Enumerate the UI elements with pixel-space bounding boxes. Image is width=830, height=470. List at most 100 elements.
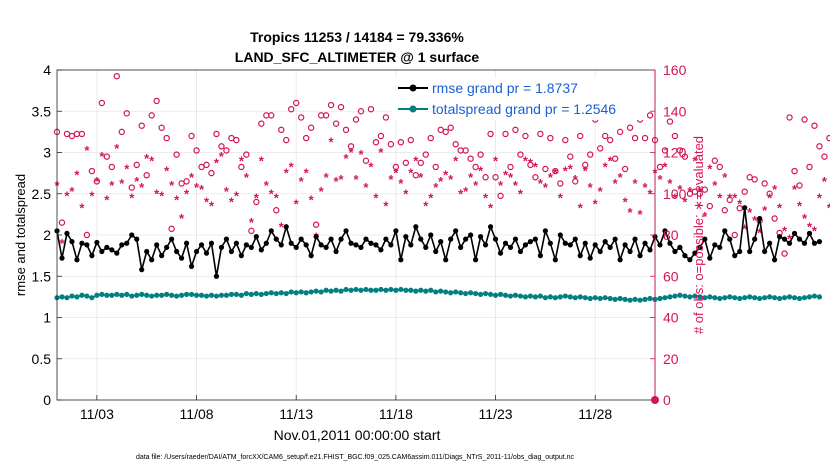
obs-evaluated-point: * xyxy=(483,190,489,205)
obs-possible-point xyxy=(417,159,424,167)
obs-evaluated-point: * xyxy=(149,153,155,168)
totalspread-point xyxy=(627,297,633,303)
rmse-point xyxy=(732,253,738,259)
obs-evaluated-point: * xyxy=(672,190,678,205)
totalspread-point xyxy=(213,293,220,299)
rmse-point xyxy=(268,228,274,234)
rmse-point xyxy=(577,253,583,259)
obs-possible-point xyxy=(791,167,798,175)
obs-evaluated-point: * xyxy=(214,155,220,170)
obs-evaluated-point: * xyxy=(284,166,290,181)
obs-possible-point xyxy=(656,163,664,171)
totalspread-point xyxy=(582,295,588,301)
totalspread-point xyxy=(428,287,434,293)
rmse-point xyxy=(363,236,369,242)
totalspread-point xyxy=(438,288,444,294)
totalspread-point xyxy=(453,289,459,295)
totalspread-point xyxy=(178,292,185,298)
obs-possible-point xyxy=(801,116,808,123)
obs-evaluated-point: * xyxy=(194,180,200,195)
rmse-point xyxy=(358,244,364,250)
totalspread-point xyxy=(154,292,160,298)
obs-evaluated-point: * xyxy=(428,190,434,205)
obs-evaluated-point: * xyxy=(657,172,663,187)
obs-possible-point xyxy=(562,136,569,144)
obs-evaluated-point: * xyxy=(792,182,798,197)
totalspread-point xyxy=(497,291,504,297)
rmse-point xyxy=(707,255,713,261)
totalspread-point xyxy=(757,295,763,302)
obs-possible-point xyxy=(761,180,768,187)
obs-evaluated-point: * xyxy=(358,147,364,162)
obs-possible-point xyxy=(367,105,375,113)
obs-evaluated-point: * xyxy=(254,190,260,205)
obs-possible-point xyxy=(387,141,395,148)
obs-possible-point xyxy=(213,130,220,138)
obs-possible-point xyxy=(771,215,778,222)
totalspread-point xyxy=(393,287,399,293)
obs-evaluated-point: * xyxy=(94,174,100,189)
rmse-point xyxy=(637,253,643,259)
obs-evaluated-point: * xyxy=(309,192,315,207)
y-right-tick-label: 0 xyxy=(663,392,671,408)
obs-evaluated-point: * xyxy=(583,164,589,179)
obs-possible-point xyxy=(432,163,439,171)
totalspread-point xyxy=(353,286,359,293)
obs-possible-point xyxy=(268,112,275,119)
rmse-point xyxy=(248,244,254,250)
obs-evaluated-point: * xyxy=(677,182,683,197)
obs-evaluated-point: * xyxy=(269,186,275,201)
obs-possible-point xyxy=(278,126,285,134)
rmse-point xyxy=(104,244,110,250)
rmse-point xyxy=(572,236,578,242)
obs-evaluated-point: * xyxy=(174,192,180,207)
rmse-point xyxy=(423,244,429,250)
totalspread-point xyxy=(647,295,653,302)
obs-possible-point xyxy=(522,132,529,140)
obs-possible-point xyxy=(133,161,140,169)
obs-possible-point xyxy=(666,118,674,125)
totalspread-point xyxy=(164,291,170,297)
totalspread-point xyxy=(198,292,205,298)
totalspread-point xyxy=(811,293,818,299)
y-right-tick-label: 20 xyxy=(663,351,679,367)
obs-possible-point xyxy=(103,153,111,160)
obs-evaluated-point: * xyxy=(289,159,295,174)
totalspread-point xyxy=(149,293,155,299)
obs-possible-point xyxy=(472,163,479,171)
totalspread-point xyxy=(308,289,314,295)
totalspread-point xyxy=(114,291,120,297)
obs-possible-point xyxy=(223,147,230,154)
obs-possible-point xyxy=(766,190,773,197)
obs-possible-point xyxy=(148,112,155,119)
obs-evaluated-point: * xyxy=(538,176,544,191)
obs-possible-point xyxy=(288,105,295,113)
obs-evaluated-point: * xyxy=(209,199,215,214)
rmse-point xyxy=(119,242,125,248)
legend-rmse-label: rmse grand pr = 1.8737 xyxy=(432,80,578,96)
footer-data-file: data file: /Users/raeder/DAI/ATM_forcXX/… xyxy=(136,454,575,461)
y-left-tick-label: 1 xyxy=(43,310,51,326)
rmse-point xyxy=(801,240,808,246)
totalspread-point xyxy=(577,294,583,300)
rmse-point xyxy=(667,240,673,246)
rmse-point xyxy=(776,234,783,240)
totalspread-point xyxy=(522,294,529,300)
rmse-point xyxy=(378,247,384,253)
totalspread-point xyxy=(786,294,793,300)
obs-evaluated-point: * xyxy=(722,170,728,185)
obs-possible-point xyxy=(98,99,106,107)
obs-evaluated-point: * xyxy=(478,164,484,179)
obs-possible-point xyxy=(542,165,549,173)
totalspread-point xyxy=(767,294,773,300)
rmse-point xyxy=(587,255,593,261)
rmse-point xyxy=(124,240,130,246)
obs-possible-point xyxy=(442,128,449,136)
rmse-point xyxy=(592,242,598,248)
rmse-point xyxy=(238,253,244,259)
obs-evaluated-point: * xyxy=(129,190,135,205)
totalspread-point xyxy=(687,294,693,300)
totalspread-point xyxy=(727,294,733,300)
totalspread-point xyxy=(492,292,499,298)
totalspread-point xyxy=(413,288,419,294)
